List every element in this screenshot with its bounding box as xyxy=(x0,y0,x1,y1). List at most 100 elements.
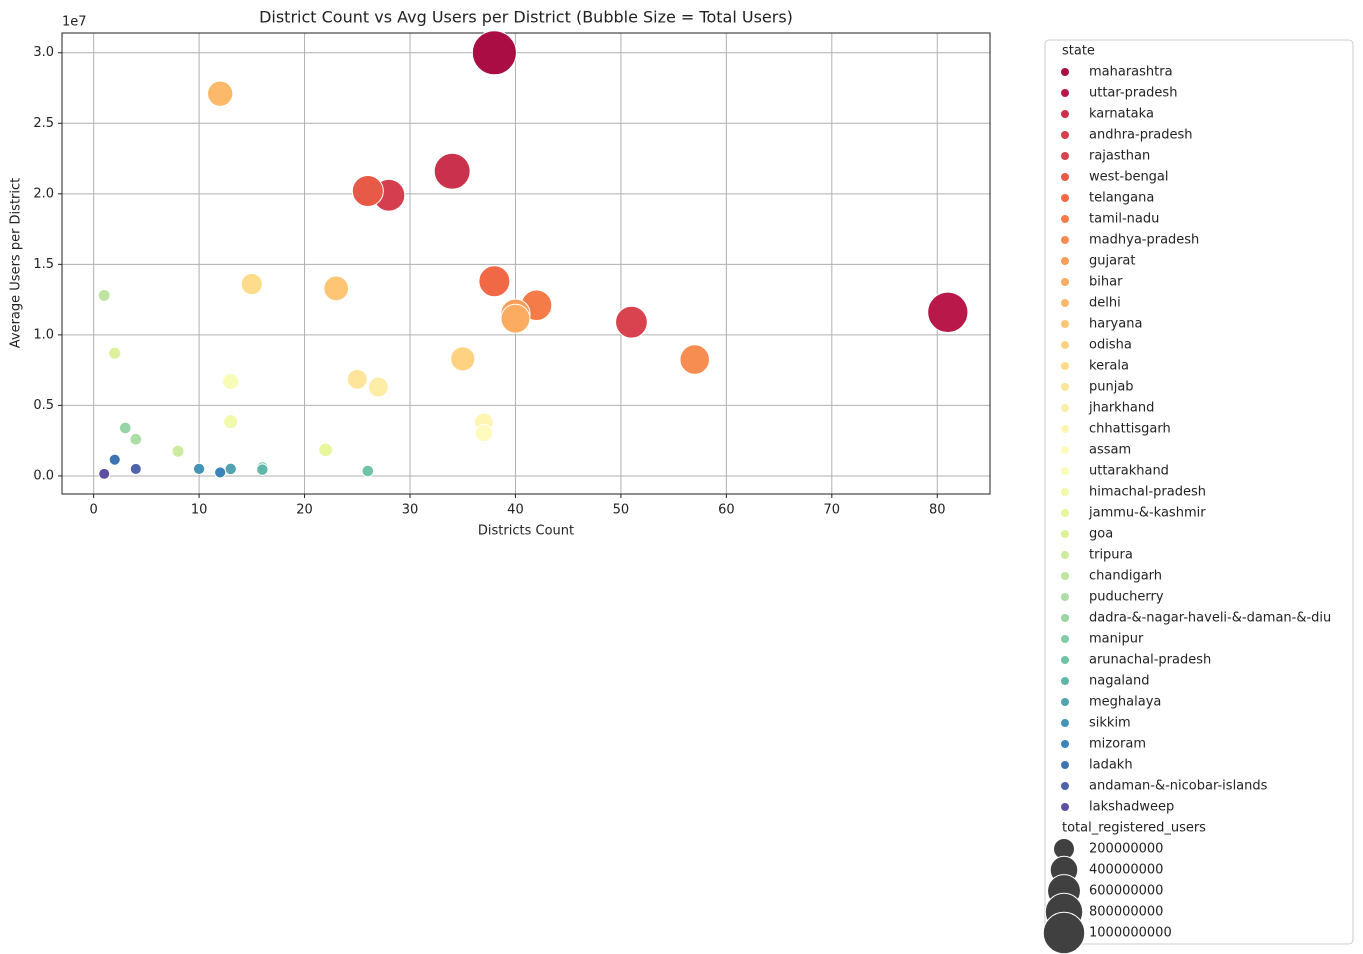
legend-marker xyxy=(1061,362,1069,370)
x-tick-label: 30 xyxy=(402,503,419,518)
y-tick-label: 2.0 xyxy=(33,186,54,201)
x-axis-label: Districts Count xyxy=(478,524,574,539)
legend-label: manipur xyxy=(1089,632,1144,647)
legend-marker xyxy=(1061,761,1069,769)
legend-label: odisha xyxy=(1089,338,1132,353)
bubble xyxy=(615,305,648,339)
bubble xyxy=(224,462,237,476)
bubble xyxy=(214,466,227,479)
legend-marker xyxy=(1061,89,1069,97)
bubble xyxy=(351,175,384,207)
size-legend-label: 600000000 xyxy=(1089,884,1163,899)
legend-label: uttar-pradesh xyxy=(1089,86,1177,101)
legend-marker xyxy=(1061,299,1069,307)
y-tick-label: 2.5 xyxy=(33,116,54,131)
x-tick-label: 60 xyxy=(718,503,735,518)
y-tick-label: 1.0 xyxy=(33,327,54,342)
bubble xyxy=(474,423,493,443)
bubble xyxy=(129,462,142,475)
legend-marker xyxy=(1061,551,1069,559)
bubble xyxy=(433,152,471,190)
legend-marker xyxy=(1061,803,1069,811)
size-legend-title: total_registered_users xyxy=(1062,821,1206,836)
bubble xyxy=(223,414,239,430)
legend-marker xyxy=(1061,677,1069,685)
legend-marker xyxy=(1061,614,1069,622)
bubble xyxy=(318,442,333,458)
bubble xyxy=(361,464,375,478)
bubble xyxy=(118,421,132,435)
legend-label: uttarakhand xyxy=(1089,464,1169,479)
legend-label: lakshadweep xyxy=(1089,800,1174,815)
bubble xyxy=(346,368,368,390)
legend-marker xyxy=(1061,257,1069,265)
legend-marker xyxy=(1061,488,1069,496)
legend-label: arunachal-pradesh xyxy=(1089,653,1211,668)
legend-label: tamil-nadu xyxy=(1089,212,1159,227)
legend-marker xyxy=(1061,509,1069,517)
legend-label: chhattisgarh xyxy=(1089,422,1171,437)
y-axis-label: Average Users per District xyxy=(9,178,24,348)
x-tick-label: 10 xyxy=(191,503,208,518)
size-legend-marker xyxy=(1042,911,1086,954)
bubble xyxy=(192,462,206,476)
legend-marker xyxy=(1061,152,1069,160)
bubble xyxy=(367,376,389,398)
legend-label: delhi xyxy=(1089,296,1121,311)
legend-label: andhra-pradesh xyxy=(1089,128,1193,143)
legend-label: bihar xyxy=(1089,275,1123,290)
legend-marker xyxy=(1061,404,1069,412)
legend-label: punjab xyxy=(1089,380,1134,395)
x-tick-label: 40 xyxy=(507,503,524,518)
legend-label: nagaland xyxy=(1089,674,1150,689)
size-legend-label: 400000000 xyxy=(1089,863,1163,878)
legend-marker xyxy=(1061,215,1069,223)
bubble xyxy=(256,463,269,476)
legend-label: meghalaya xyxy=(1089,695,1161,710)
legend-label: karnataka xyxy=(1089,107,1154,122)
bubble xyxy=(222,372,240,390)
legend-label: ladakh xyxy=(1089,758,1133,773)
y-offset-label: 1e7 xyxy=(62,15,87,30)
bubble xyxy=(207,80,234,107)
bubble xyxy=(450,346,476,372)
bubble xyxy=(240,273,263,296)
bubble xyxy=(108,453,121,466)
legend-label: mizoram xyxy=(1089,737,1146,752)
legend-marker xyxy=(1061,656,1069,664)
x-tick-label: 50 xyxy=(613,503,630,518)
legend-marker xyxy=(1061,425,1069,433)
legend-label: gujarat xyxy=(1089,254,1135,269)
legend-label: puducherry xyxy=(1089,590,1164,605)
legend-marker xyxy=(1061,173,1069,181)
legend-label: rajasthan xyxy=(1089,149,1150,164)
y-tick-label: 1.5 xyxy=(33,257,54,272)
legend-label: sikkim xyxy=(1089,716,1131,731)
legend-marker xyxy=(1061,782,1069,790)
legend-marker xyxy=(1061,131,1069,139)
bubble xyxy=(927,291,969,333)
legend-marker xyxy=(1061,194,1069,202)
legend-label: jammu-&-kashmir xyxy=(1088,506,1206,521)
legend-marker xyxy=(1061,341,1069,349)
size-legend-label: 800000000 xyxy=(1089,905,1163,920)
bubble xyxy=(471,30,517,76)
legend-marker xyxy=(1061,635,1069,643)
legend-label: telangana xyxy=(1089,191,1154,206)
legend-label: goa xyxy=(1089,527,1113,542)
bubble xyxy=(108,346,122,360)
legend-title: state xyxy=(1062,44,1095,59)
legend-label: madhya-pradesh xyxy=(1089,233,1199,248)
legend-marker xyxy=(1061,572,1069,580)
legend-label: himachal-pradesh xyxy=(1089,485,1206,500)
x-tick-label: 20 xyxy=(296,503,313,518)
legend-marker xyxy=(1061,593,1069,601)
legend-marker xyxy=(1061,719,1069,727)
legend-marker xyxy=(1061,68,1069,76)
size-legend-label: 1000000000 xyxy=(1089,926,1172,941)
legend-label: haryana xyxy=(1089,317,1142,332)
legend-marker xyxy=(1061,446,1069,454)
bubble xyxy=(679,344,710,375)
x-tick-label: 0 xyxy=(89,503,97,518)
legend-label: andaman-&-nicobar-islands xyxy=(1089,779,1268,794)
